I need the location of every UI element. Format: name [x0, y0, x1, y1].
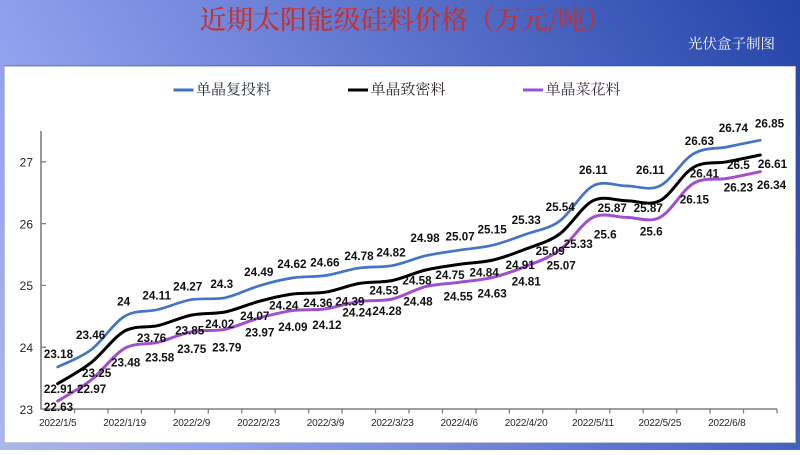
svg-text:25.09: 25.09	[536, 245, 566, 258]
svg-text:23.18: 23.18	[44, 348, 74, 361]
svg-text:24.12: 24.12	[312, 319, 342, 332]
svg-text:23.46: 23.46	[76, 329, 106, 342]
svg-text:2022/2/9: 2022/2/9	[173, 418, 211, 429]
svg-text:23.75: 23.75	[177, 343, 207, 356]
svg-text:2022/2/23: 2022/2/23	[237, 418, 280, 429]
svg-text:22.91: 22.91	[44, 383, 74, 396]
svg-text:24.09: 24.09	[278, 321, 308, 334]
svg-text:24.55: 24.55	[443, 290, 473, 303]
svg-text:24.91: 24.91	[505, 259, 535, 272]
svg-text:24.58: 24.58	[402, 275, 432, 288]
svg-text:24.63: 24.63	[477, 288, 507, 301]
svg-text:23.25: 23.25	[82, 367, 112, 380]
svg-text:24.28: 24.28	[372, 305, 402, 318]
svg-text:2022/5/25: 2022/5/25	[639, 418, 682, 429]
svg-text:27: 27	[20, 156, 34, 170]
svg-text:24.07: 24.07	[240, 310, 269, 323]
svg-text:24.02: 24.02	[205, 318, 235, 331]
svg-text:25.07: 25.07	[445, 230, 474, 243]
svg-text:26.5: 26.5	[727, 159, 750, 172]
svg-text:24.66: 24.66	[310, 257, 340, 270]
svg-text:25.6: 25.6	[640, 226, 663, 239]
svg-text:26.11: 26.11	[579, 164, 608, 177]
svg-text:24.39: 24.39	[335, 295, 365, 308]
svg-text:23.48: 23.48	[111, 357, 141, 370]
svg-text:23.79: 23.79	[212, 341, 242, 354]
svg-text:24.81: 24.81	[512, 275, 542, 288]
svg-text:26.85: 26.85	[755, 117, 785, 130]
svg-text:25: 25	[20, 279, 34, 293]
svg-text:24: 24	[20, 341, 34, 355]
svg-text:24.98: 24.98	[410, 232, 440, 245]
svg-text:24.53: 24.53	[369, 285, 399, 298]
svg-text:23.85: 23.85	[175, 325, 205, 338]
svg-text:23.58: 23.58	[145, 351, 175, 364]
svg-text:23: 23	[20, 403, 34, 417]
svg-text:24.27: 24.27	[173, 281, 202, 294]
svg-text:26: 26	[20, 217, 34, 231]
svg-text:2022/5/11: 2022/5/11	[572, 418, 615, 429]
svg-text:25.87: 25.87	[634, 202, 663, 215]
svg-text:24.48: 24.48	[403, 296, 433, 309]
svg-text:2022/3/23: 2022/3/23	[371, 418, 414, 429]
svg-text:2022/4/20: 2022/4/20	[505, 418, 548, 429]
svg-text:23.97: 23.97	[245, 326, 274, 339]
svg-text:24.84: 24.84	[469, 267, 499, 280]
svg-text:22.97: 22.97	[77, 383, 106, 396]
svg-text:26.23: 26.23	[724, 182, 754, 195]
svg-text:2022/1/19: 2022/1/19	[103, 418, 146, 429]
svg-text:2022/6/8: 2022/6/8	[708, 418, 746, 429]
svg-text:24.62: 24.62	[277, 258, 307, 271]
svg-text:25.54: 25.54	[546, 201, 576, 214]
svg-text:26.63: 26.63	[685, 135, 715, 148]
svg-text:25.33: 25.33	[512, 214, 542, 227]
svg-text:26.61: 26.61	[758, 158, 788, 171]
svg-text:26.74: 26.74	[719, 122, 749, 135]
svg-text:25.15: 25.15	[477, 223, 507, 236]
svg-text:26.34: 26.34	[757, 179, 787, 192]
svg-text:23.76: 23.76	[137, 332, 167, 345]
svg-text:2022/4/6: 2022/4/6	[441, 418, 479, 429]
svg-text:24.75: 24.75	[435, 269, 465, 282]
svg-text:24: 24	[117, 295, 131, 308]
svg-text:24.36: 24.36	[303, 297, 333, 310]
svg-text:2022/3/9: 2022/3/9	[307, 418, 345, 429]
svg-text:25.33: 25.33	[564, 238, 594, 251]
svg-text:24.24: 24.24	[342, 307, 372, 320]
svg-text:24.82: 24.82	[376, 247, 406, 260]
svg-text:24.3: 24.3	[210, 278, 233, 291]
svg-text:2022/1/5: 2022/1/5	[39, 418, 77, 429]
svg-text:24.49: 24.49	[244, 266, 274, 279]
svg-text:25.6: 25.6	[594, 229, 617, 242]
svg-text:24.11: 24.11	[142, 290, 171, 303]
svg-text:25.07: 25.07	[547, 259, 576, 272]
svg-text:26.11: 26.11	[636, 164, 665, 177]
svg-text:26.15: 26.15	[680, 194, 710, 207]
svg-text:25.87: 25.87	[598, 202, 627, 215]
svg-text:22.63: 22.63	[44, 401, 74, 414]
svg-text:24.78: 24.78	[344, 250, 374, 263]
svg-text:26.41: 26.41	[690, 168, 720, 181]
svg-text:24.24: 24.24	[269, 300, 299, 313]
